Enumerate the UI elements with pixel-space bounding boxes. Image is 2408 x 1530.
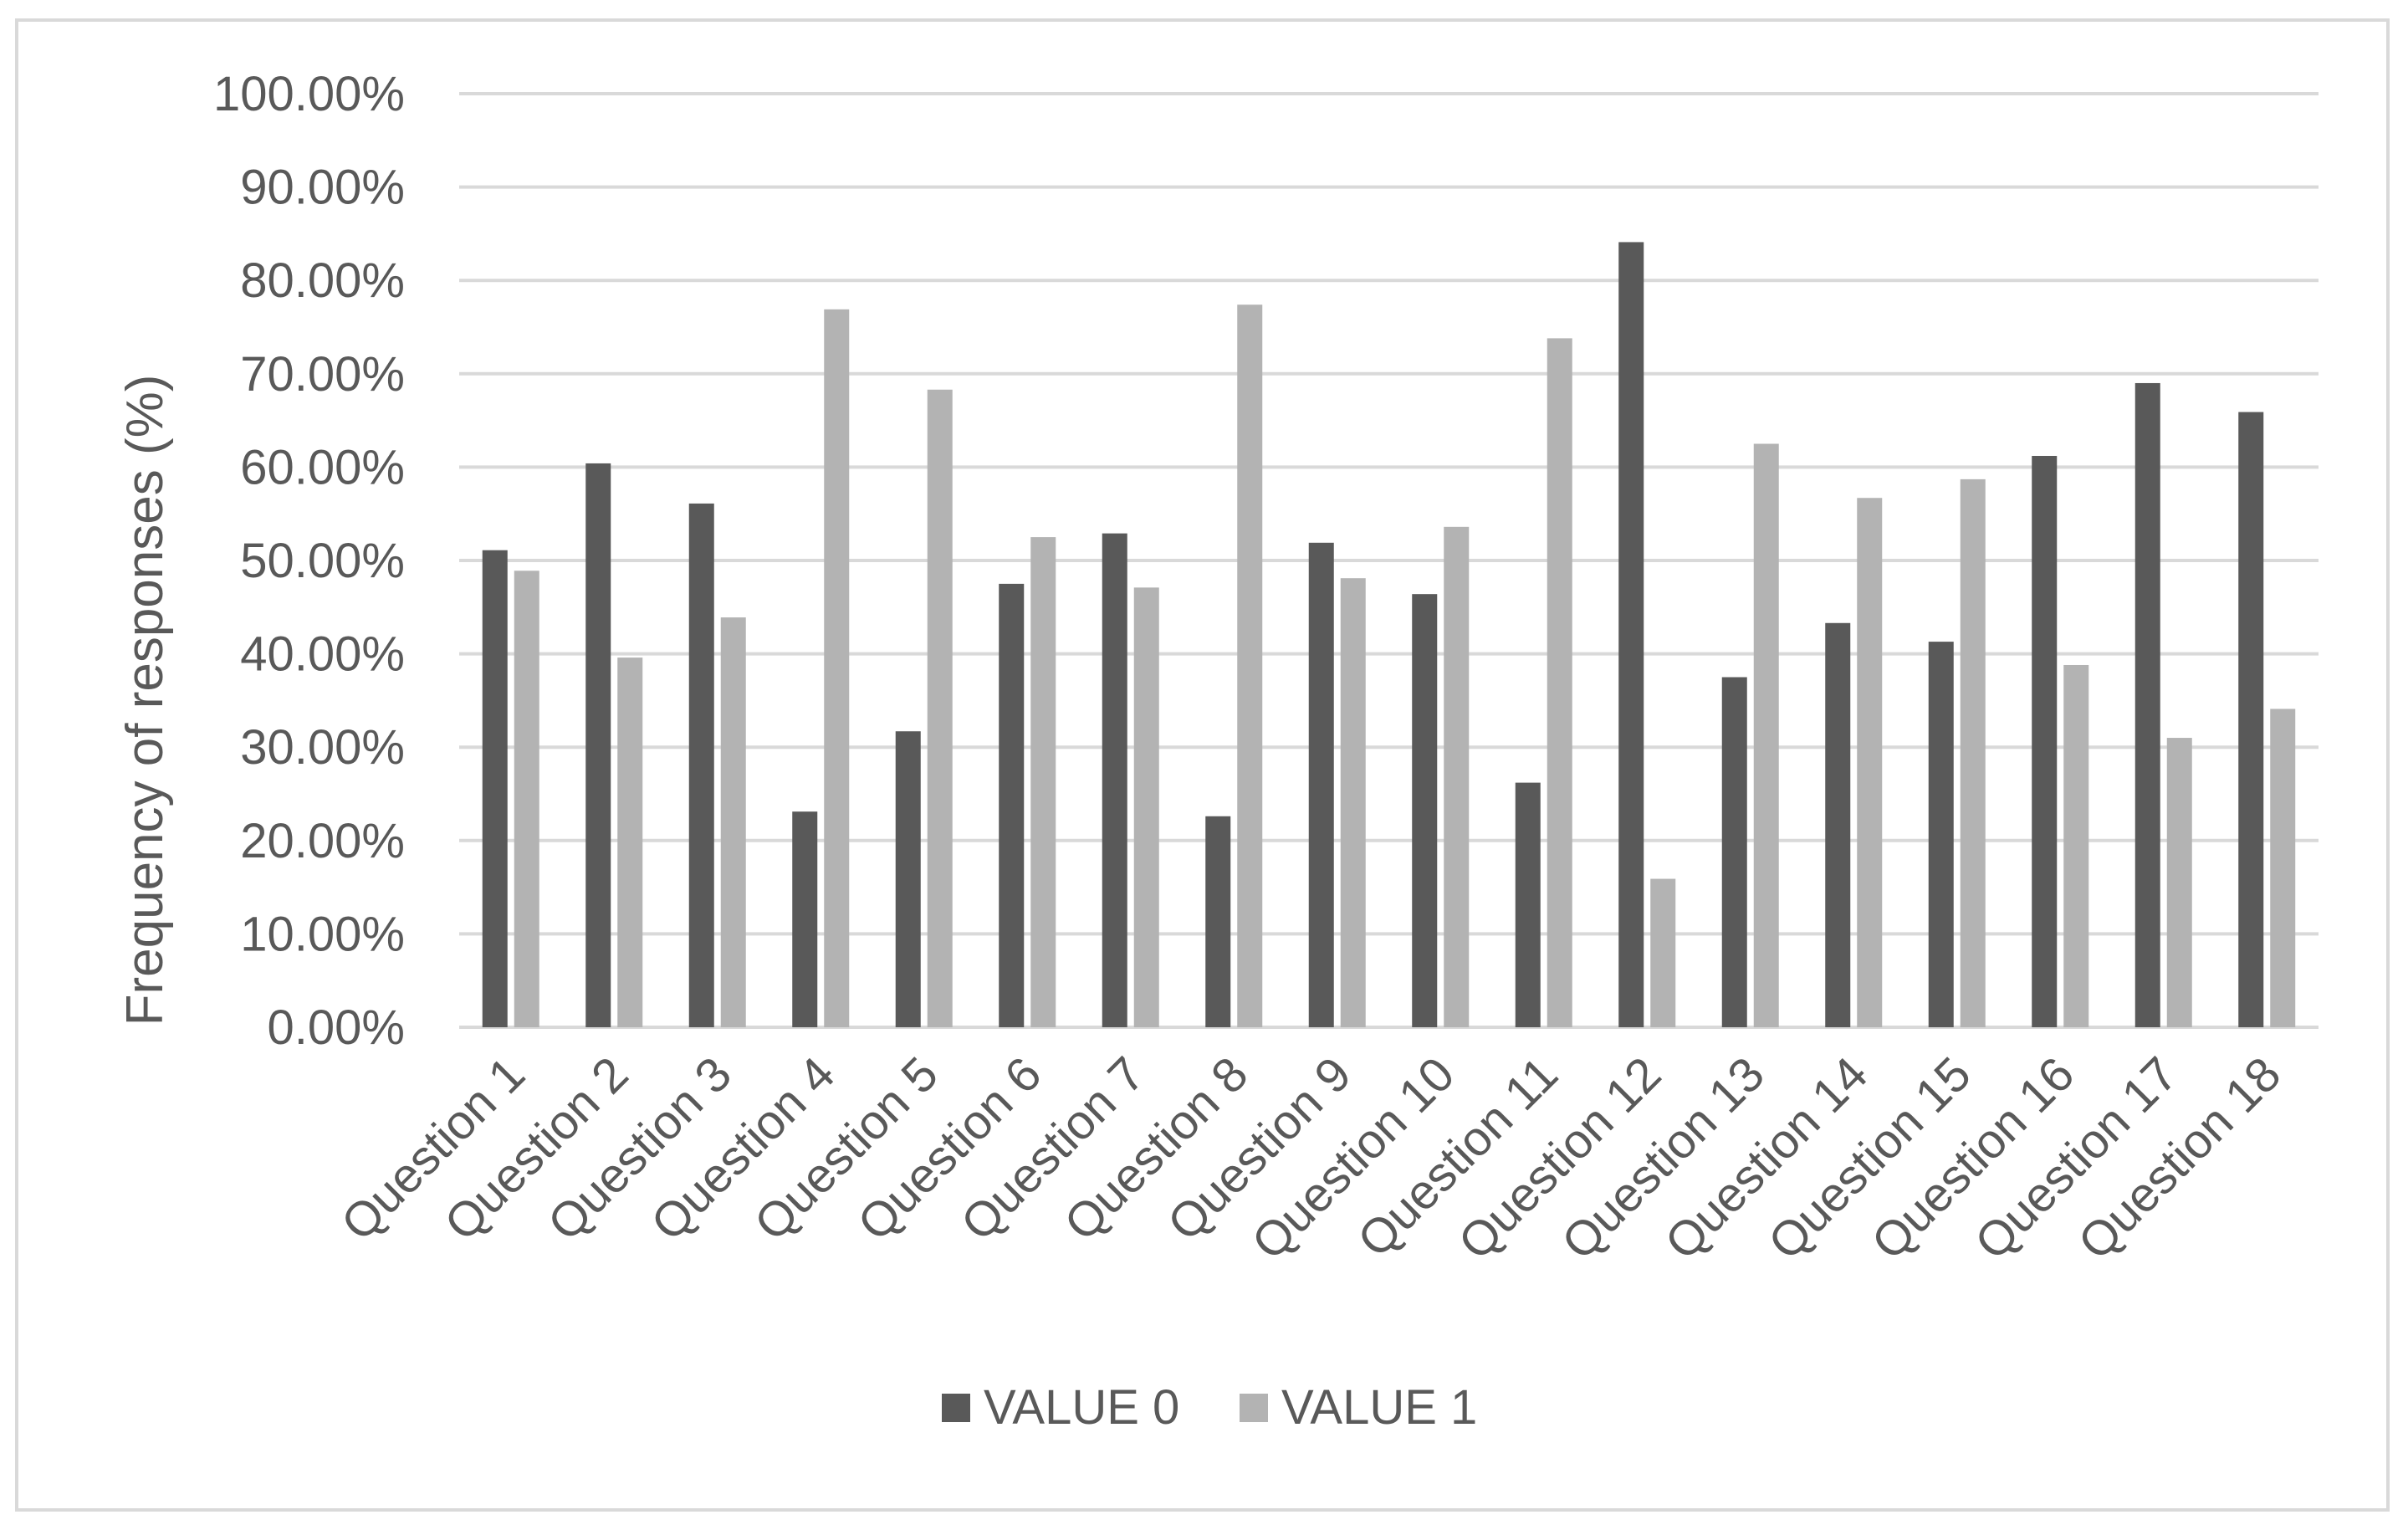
bar-value-1-q3 xyxy=(720,617,746,1027)
bar-value-1-q17 xyxy=(2166,738,2192,1027)
y-tick-label: 60.00% xyxy=(240,440,405,494)
y-tick-label: 10.00% xyxy=(240,907,405,961)
y-tick-label: 70.00% xyxy=(240,347,405,402)
bar-value-0-q15 xyxy=(1928,642,1954,1027)
bar-value-1-q4 xyxy=(824,309,850,1027)
y-tick-label: 40.00% xyxy=(240,627,405,682)
bar-value-1-q7 xyxy=(1133,587,1159,1027)
bar-value-1-q12 xyxy=(1650,878,1676,1027)
bar-value-0-q8 xyxy=(1205,816,1231,1027)
legend-label-value-1: VALUE 1 xyxy=(1281,1380,1477,1435)
bar-value-0-q9 xyxy=(1308,542,1334,1027)
y-tick-label: 0.00% xyxy=(268,1000,405,1055)
bar-value-1-q2 xyxy=(617,658,643,1027)
bar-value-0-q5 xyxy=(895,731,921,1027)
bar-chart: 0.00% 10.00% 20.00% 30.00% 40.00% 50.00% 60.00… xyxy=(116,67,2319,1435)
y-tick-label: 80.00% xyxy=(240,253,405,308)
bar-value-1-q5 xyxy=(927,389,953,1028)
y-tick-label: 30.00% xyxy=(240,720,405,775)
y-tick-label: 50.00% xyxy=(240,534,405,588)
bar-value-0-q2 xyxy=(585,463,611,1027)
bar-value-1-q15 xyxy=(1960,478,1986,1027)
chart-frame: 0.00% 10.00% 20.00% 30.00% 40.00% 50.00% 60.00… xyxy=(15,18,2390,1512)
bar-value-1-q10 xyxy=(1444,526,1470,1027)
gridlines xyxy=(459,92,2319,1029)
y-axis-ticks: 0.00% 10.00% 20.00% 30.00% 40.00% 50.00% 60.00… xyxy=(213,67,405,1055)
legend-swatch-value-1 xyxy=(1240,1394,1268,1422)
legend: VALUE 0 VALUE 1 xyxy=(942,1380,1477,1435)
bar-value-0-q12 xyxy=(1618,242,1644,1028)
y-axis-title: Frequency of responses (%) xyxy=(116,375,174,1026)
bar-value-1-q1 xyxy=(514,571,539,1027)
bar-value-0-q3 xyxy=(688,503,714,1027)
bar-value-1-q16 xyxy=(2063,664,2089,1027)
bar-value-0-q1 xyxy=(482,550,508,1027)
bar-value-0-q14 xyxy=(1825,622,1851,1027)
legend-label-value-0: VALUE 0 xyxy=(984,1380,1179,1435)
bar-value-0-q13 xyxy=(1721,677,1747,1027)
bar-value-0-q4 xyxy=(792,811,818,1027)
bar-value-0-q10 xyxy=(1412,594,1438,1027)
y-tick-label: 90.00% xyxy=(240,161,405,215)
bar-value-1-q11 xyxy=(1547,338,1572,1028)
bar-value-0-q6 xyxy=(999,583,1025,1027)
bar-value-0-q17 xyxy=(2134,382,2160,1028)
bar-value-1-q6 xyxy=(1030,537,1056,1027)
bar-value-0-q11 xyxy=(1515,782,1541,1027)
bar-value-0-q7 xyxy=(1102,533,1127,1027)
bar-value-1-q13 xyxy=(1753,443,1779,1027)
bar-value-1-q18 xyxy=(2270,709,2296,1027)
legend-swatch-value-0 xyxy=(942,1394,970,1422)
y-tick-label: 20.00% xyxy=(240,814,405,868)
bar-value-0-q18 xyxy=(2238,412,2264,1027)
bar-value-1-q9 xyxy=(1340,578,1366,1027)
y-tick-label: 100.00% xyxy=(213,67,405,121)
bar-value-0-q16 xyxy=(2032,456,2058,1027)
bar-value-1-q8 xyxy=(1237,304,1263,1027)
bars xyxy=(482,242,2296,1028)
bar-value-1-q14 xyxy=(1857,498,1883,1027)
